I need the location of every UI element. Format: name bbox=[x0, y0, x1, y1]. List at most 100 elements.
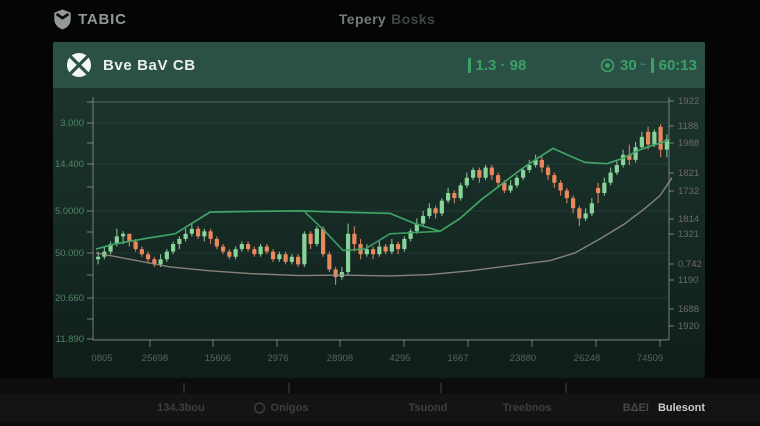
candle-body bbox=[377, 246, 382, 255]
x-axis-label: 25698 bbox=[142, 353, 168, 364]
footer-item-5[interactable]: BΔEI Bulesont bbox=[623, 402, 705, 414]
candle-body bbox=[139, 249, 144, 255]
candle-body bbox=[127, 233, 132, 242]
symbol-icon[interactable] bbox=[66, 52, 92, 78]
candle-body bbox=[527, 164, 532, 171]
brand-name: TABIC bbox=[78, 11, 127, 28]
candle-body bbox=[383, 246, 388, 252]
candle-body bbox=[571, 198, 576, 209]
candle-body bbox=[214, 238, 219, 247]
candle-body bbox=[371, 249, 376, 255]
footer-item-3[interactable]: Tsuond bbox=[409, 402, 448, 414]
candle-body bbox=[652, 131, 657, 145]
price-chart[interactable]: 3.000 14.400 5.0000 50.000 20.660 11.890 1922 1… bbox=[53, 91, 705, 377]
candle-body bbox=[321, 228, 326, 255]
candle-body bbox=[539, 159, 544, 168]
footer-tick bbox=[565, 383, 567, 393]
stat-bar-icon bbox=[468, 57, 471, 73]
y-axis-left-label: 20.660 bbox=[55, 293, 84, 304]
x-axis-label: 15606 bbox=[205, 353, 231, 364]
candle-body bbox=[177, 238, 182, 244]
candle-body bbox=[496, 175, 501, 183]
stat-mod: ~ bbox=[639, 59, 647, 71]
y-axis-right-label: 1821 bbox=[678, 168, 699, 179]
y-axis-right-label: 1190 bbox=[678, 275, 698, 286]
circle-outline-icon bbox=[254, 402, 266, 414]
y-axis-left-label: 11.890 bbox=[56, 334, 84, 345]
x-axis-label: 1667 bbox=[447, 353, 468, 364]
candle-body bbox=[202, 231, 207, 237]
candle-body bbox=[208, 231, 213, 239]
footer-item-1[interactable]: 134.3bou bbox=[157, 402, 205, 414]
candle-body bbox=[146, 254, 151, 260]
footer-item-4[interactable]: Treebnos bbox=[503, 402, 552, 414]
page-title: Tepery Bosks bbox=[339, 11, 435, 27]
candle-body bbox=[389, 244, 394, 252]
candle-body bbox=[258, 246, 263, 255]
candle-body bbox=[314, 228, 319, 244]
candle-body bbox=[114, 236, 119, 244]
candle-body bbox=[164, 251, 169, 260]
symbol-name[interactable]: Bve BaV CB bbox=[103, 56, 196, 74]
target-icon bbox=[600, 58, 615, 72]
panel-header: Bve BaV CB 1.3 · 98 30 ~ 60:13 bbox=[53, 42, 705, 89]
candlestick-layer bbox=[96, 124, 669, 285]
candle-body bbox=[246, 244, 251, 250]
candle-body bbox=[602, 182, 607, 193]
y-axis-left-label: 5.0000 bbox=[55, 206, 84, 217]
footer-item-5-label: Bulesont bbox=[657, 402, 705, 414]
x-axis-label: 74509 bbox=[637, 353, 663, 364]
candle-body bbox=[346, 233, 351, 273]
candle-body bbox=[421, 215, 426, 224]
stat-price-change-value: 1.3 · 98 bbox=[475, 56, 527, 74]
candle-body bbox=[596, 187, 601, 193]
candle-body bbox=[396, 244, 401, 250]
ma-line-gray bbox=[95, 177, 673, 277]
candle-body bbox=[564, 190, 569, 199]
x-axis-label: 23880 bbox=[510, 353, 536, 364]
candle-body bbox=[464, 177, 469, 186]
candle-body bbox=[489, 167, 494, 176]
candle-body bbox=[233, 249, 238, 257]
candle-body bbox=[271, 251, 276, 260]
candle-body bbox=[264, 246, 269, 252]
gridline-layer bbox=[93, 101, 669, 340]
ma-line-green bbox=[95, 139, 669, 250]
footer-bar: 134.3bou Onigos Tsuond Treebnos BΔEI Bul… bbox=[0, 378, 760, 426]
candle-body bbox=[546, 167, 551, 176]
candle-body bbox=[452, 193, 457, 199]
candle-body bbox=[239, 244, 244, 250]
candle-body bbox=[289, 256, 294, 262]
footer-tick bbox=[288, 383, 290, 393]
candle-body bbox=[171, 244, 176, 252]
candle-body bbox=[96, 256, 101, 260]
y-axis-right-label: 1988 bbox=[678, 138, 699, 149]
brand[interactable]: TABIC bbox=[53, 9, 127, 30]
candle-body bbox=[433, 208, 438, 214]
stat-interval-timer[interactable]: 30 ~ 60:13 bbox=[600, 42, 697, 88]
y-axis-right-label: 1188 bbox=[678, 121, 698, 132]
candle-body bbox=[308, 233, 313, 244]
axis-layer bbox=[87, 97, 674, 347]
footer-tick bbox=[183, 383, 185, 393]
candle-body bbox=[477, 170, 482, 178]
candle-body bbox=[458, 185, 463, 199]
x-axis-label: 2976 bbox=[267, 353, 288, 364]
candle-body bbox=[639, 136, 644, 148]
footer-tick bbox=[440, 383, 442, 393]
footer-item-5-prefix: BΔEI bbox=[622, 402, 649, 414]
stat-interval-value: 30 bbox=[620, 56, 637, 74]
candle-body bbox=[621, 154, 626, 165]
y-axis-right-label: 0.742 bbox=[678, 259, 702, 270]
candle-body bbox=[183, 233, 188, 239]
top-bar: TABIC Tepery Bosks bbox=[0, 0, 760, 42]
candle-body bbox=[658, 126, 663, 150]
candle-body bbox=[327, 254, 332, 270]
stat-price-change[interactable]: 1.3 · 98 bbox=[468, 42, 526, 88]
footer-item-3-label: Tsuond bbox=[408, 402, 448, 414]
footer-strip bbox=[0, 394, 760, 422]
candle-body bbox=[221, 246, 226, 252]
footer-item-2[interactable]: Onigos bbox=[254, 402, 308, 414]
candle-body bbox=[502, 182, 507, 191]
x-axis-label: 28908 bbox=[327, 353, 353, 364]
